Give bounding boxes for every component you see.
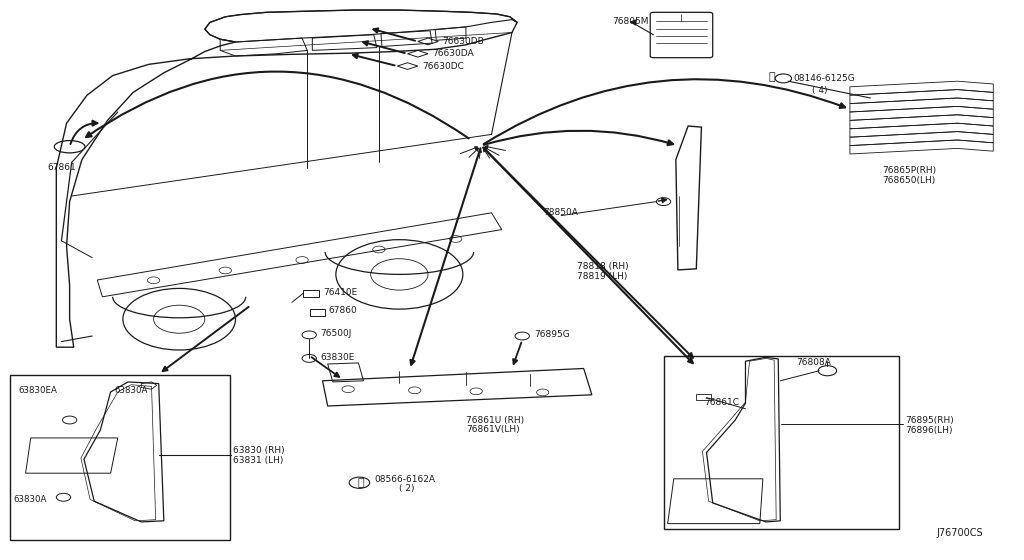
Text: 76865P(RH): 76865P(RH) [883,166,937,175]
Text: Ⓑ: Ⓑ [769,72,775,82]
Text: J76700CS: J76700CS [936,528,983,538]
Text: 76410E: 76410E [324,288,357,297]
Text: 76805M: 76805M [612,17,649,26]
Text: 76861U (RH): 76861U (RH) [466,416,524,424]
Text: 63830A: 63830A [115,386,148,395]
Text: 78819 (LH): 78819 (LH) [577,272,627,281]
Text: ( 4): ( 4) [812,86,827,95]
Text: 76630DB: 76630DB [442,37,484,46]
Text: 78850A: 78850A [543,208,578,217]
Text: 63831 (LH): 63831 (LH) [233,456,284,465]
Text: 76630DA: 76630DA [432,49,474,58]
Bar [696,394,711,400]
Text: 63830 (RH): 63830 (RH) [233,446,285,455]
Text: 63830EA: 63830EA [18,386,57,395]
Text: 76895G: 76895G [535,330,570,339]
Text: 78818 (RH): 78818 (RH) [577,262,628,270]
Text: 08566-6162A: 08566-6162A [375,475,436,484]
Text: 76895(RH): 76895(RH) [905,416,954,424]
Text: 08146-6125G: 08146-6125G [794,74,855,83]
Text: 768650(LH): 768650(LH) [883,176,936,185]
Text: 76861V(LH): 76861V(LH) [466,425,519,434]
Text: 76808A: 76808A [797,358,831,367]
Text: 76500J: 76500J [321,329,352,338]
Text: 76896(LH): 76896(LH) [905,426,952,435]
Bar [303,290,319,297]
Text: Ⓢ: Ⓢ [357,478,364,488]
Text: 63830A: 63830A [13,495,47,504]
Text: 76630DC: 76630DC [422,62,464,71]
Bar [310,309,325,316]
Text: 63830E: 63830E [321,353,355,362]
Bar [10,375,230,540]
Text: 67860: 67860 [329,306,357,315]
Bar [664,356,899,529]
Text: 67861: 67861 [47,164,76,172]
Text: 76861C: 76861C [705,398,739,407]
Text: ( 2): ( 2) [399,484,415,493]
